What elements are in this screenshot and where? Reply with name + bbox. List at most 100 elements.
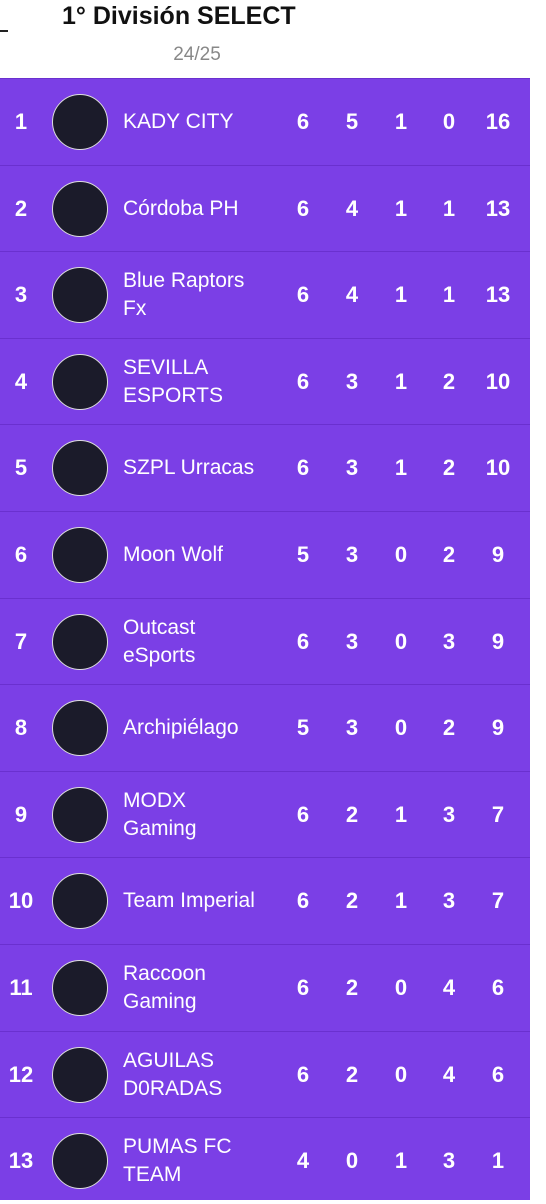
drawn: 0 — [394, 715, 408, 741]
lost: 3 — [442, 628, 456, 654]
team-logo — [52, 960, 108, 1016]
team-logo — [52, 613, 108, 670]
played: 4 — [296, 1148, 310, 1174]
points: 9 — [491, 628, 505, 654]
lost: 2 — [442, 715, 456, 741]
table-row: 8 Archipiélago 5 3 0 2 9 — [0, 684, 530, 771]
team-name-line: D0RADAS — [123, 1076, 223, 1100]
drawn: 0 — [394, 975, 408, 1000]
drawn: 1 — [394, 195, 408, 221]
won: 5 — [345, 109, 359, 134]
standings-table: 1 KADY CITY 6 5 1 0 16 2 Córdoba PH 6 4 1 1 13 3 Blue R… — [0, 78, 530, 1200]
played: 6 — [296, 195, 310, 221]
team-logo — [52, 94, 108, 150]
position: 10 — [8, 888, 34, 914]
points: 9 — [491, 542, 505, 567]
team-name: Raccoon Gaming — [123, 945, 293, 1031]
team-name-line: Team Imperial — [123, 889, 255, 913]
table-row: 13 PUMAS FC TEAM 4 0 1 3 1 — [0, 1117, 530, 1204]
drawn: 1 — [394, 368, 408, 394]
table-row: 1 KADY CITY 6 5 1 0 16 — [0, 78, 530, 165]
played: 6 — [296, 109, 310, 134]
lost: 1 — [442, 195, 456, 221]
team-name: Moon Wolf — [123, 512, 293, 598]
team-logo — [52, 1046, 108, 1103]
team-name-line: ESPORTS — [123, 383, 223, 407]
team-name-line: TEAM — [123, 1163, 182, 1187]
team-name: Team Imperial — [123, 858, 293, 944]
won: 4 — [345, 282, 359, 308]
won: 2 — [345, 801, 359, 827]
team-name-line: Raccoon — [123, 962, 206, 985]
drawn: 1 — [394, 455, 408, 481]
team-logo — [52, 527, 108, 583]
drawn: 0 — [394, 628, 408, 654]
position: 6 — [14, 542, 28, 567]
team-logo — [52, 180, 108, 237]
points: 9 — [491, 715, 505, 741]
drawn: 0 — [394, 542, 408, 567]
won: 0 — [345, 1148, 359, 1174]
team-name-line: MODX — [123, 788, 186, 812]
won: 3 — [345, 715, 359, 741]
points: 13 — [485, 282, 511, 308]
played: 6 — [296, 801, 310, 827]
drawn: 1 — [394, 888, 408, 914]
team-logo — [52, 1133, 108, 1190]
team-logo — [52, 873, 108, 930]
table-row: 4 SEVILLA ESPORTS 6 3 1 2 10 — [0, 337, 530, 425]
team-name-line: Gaming — [123, 816, 197, 840]
played: 6 — [296, 975, 310, 1000]
team-logo — [52, 786, 108, 843]
points: 16 — [485, 109, 511, 134]
won: 2 — [345, 888, 359, 914]
points: 13 — [485, 195, 511, 221]
team-logo — [52, 700, 108, 757]
position: 7 — [14, 628, 28, 654]
position: 2 — [14, 195, 28, 221]
table-row: 9 MODX Gaming 6 2 1 3 7 — [0, 770, 530, 858]
team-name-line: AGUILAS — [123, 1048, 215, 1072]
points: 7 — [491, 801, 505, 827]
table-row: 12 AGUILAS D0RADAS 6 2 0 4 6 — [0, 1030, 530, 1118]
position: 11 — [9, 975, 33, 1000]
team-name: MODX Gaming — [123, 772, 293, 858]
table-row: 5 SZPL Urracas 6 3 1 2 10 — [0, 424, 530, 511]
drawn: 0 — [394, 1061, 408, 1087]
team-logo — [52, 353, 108, 410]
played: 6 — [296, 628, 310, 654]
position: 3 — [14, 282, 28, 308]
team-name-line: Outcast — [123, 615, 196, 639]
points: 6 — [491, 975, 505, 1000]
team-name: Córdoba PH — [123, 166, 293, 252]
team-name: PUMAS FC TEAM — [123, 1118, 293, 1204]
lost: 3 — [442, 888, 456, 914]
lost: 0 — [442, 109, 456, 134]
team-logo — [52, 440, 108, 497]
won: 3 — [345, 542, 359, 567]
team-name-line: SEVILLA — [123, 355, 209, 379]
won: 3 — [345, 368, 359, 394]
team-name: KADY CITY — [123, 79, 293, 165]
team-name-line: Moon Wolf — [123, 543, 223, 566]
position: 4 — [14, 368, 28, 394]
team-name-line: PUMAS FC — [123, 1135, 232, 1159]
team-name-line: Archipiélago — [123, 716, 239, 740]
played: 6 — [296, 282, 310, 308]
points: 10 — [485, 368, 511, 394]
team-name: AGUILAS D0RADAS — [123, 1032, 293, 1118]
drawn: 1 — [394, 1148, 408, 1174]
played: 5 — [296, 542, 310, 567]
table-row: 10 Team Imperial 6 2 1 3 7 — [0, 857, 530, 944]
table-row: 3 Blue Raptors Fx 6 4 1 1 13 — [0, 251, 530, 338]
played: 6 — [296, 455, 310, 481]
played: 6 — [296, 888, 310, 914]
team-name-line: eSports — [123, 643, 196, 667]
drawn: 1 — [394, 801, 408, 827]
position: 8 — [14, 715, 28, 741]
table-row: 6 Moon Wolf 5 3 0 2 9 — [0, 511, 530, 598]
won: 3 — [345, 455, 359, 481]
lost: 2 — [442, 455, 456, 481]
lost: 4 — [442, 1061, 456, 1087]
